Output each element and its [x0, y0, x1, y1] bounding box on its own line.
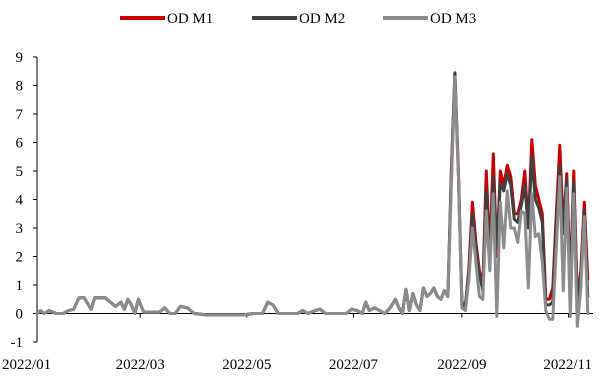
y-tick-label: 7: [16, 107, 24, 123]
y-tick-label: -1: [11, 335, 24, 351]
y-tick-label: 5: [16, 164, 24, 180]
y-tick-label: 2: [16, 250, 24, 266]
y-tick-label: 6: [16, 136, 24, 152]
y-tick-label: 4: [16, 193, 24, 209]
legend-label: OD M2: [299, 11, 345, 27]
series-group: [35, 71, 590, 328]
y-axis: -1 0 1 2 3 4 5 6 7 8 9: [11, 50, 38, 351]
x-tick-label: 2022/11: [543, 357, 592, 373]
x-tick-label: 2022/03: [116, 357, 165, 373]
series-line-od-m2: [35, 71, 590, 317]
chart-legend: OD M1 OD M2 OD M3: [120, 11, 476, 27]
y-tick-label: 1: [16, 278, 24, 294]
y-tick-label: 0: [16, 307, 24, 323]
x-tick-label: 2022/07: [329, 357, 379, 373]
legend-label: OD M3: [430, 11, 476, 27]
y-tick-label: 9: [16, 50, 24, 66]
x-tick-label: 2022/01: [2, 357, 51, 373]
legend-label: OD M1: [167, 11, 213, 27]
y-tick-label: 3: [16, 221, 24, 237]
y-tick-label: 8: [16, 79, 24, 95]
series-line-od-m3: [35, 75, 590, 328]
x-axis: 2022/01 2022/03 2022/05 2022/07 2022/09 2022/…: [2, 313, 593, 373]
x-tick-label: 2022/05: [222, 357, 271, 373]
series-line-od-m1: [35, 72, 590, 317]
x-tick-label: 2022/09: [437, 357, 486, 373]
